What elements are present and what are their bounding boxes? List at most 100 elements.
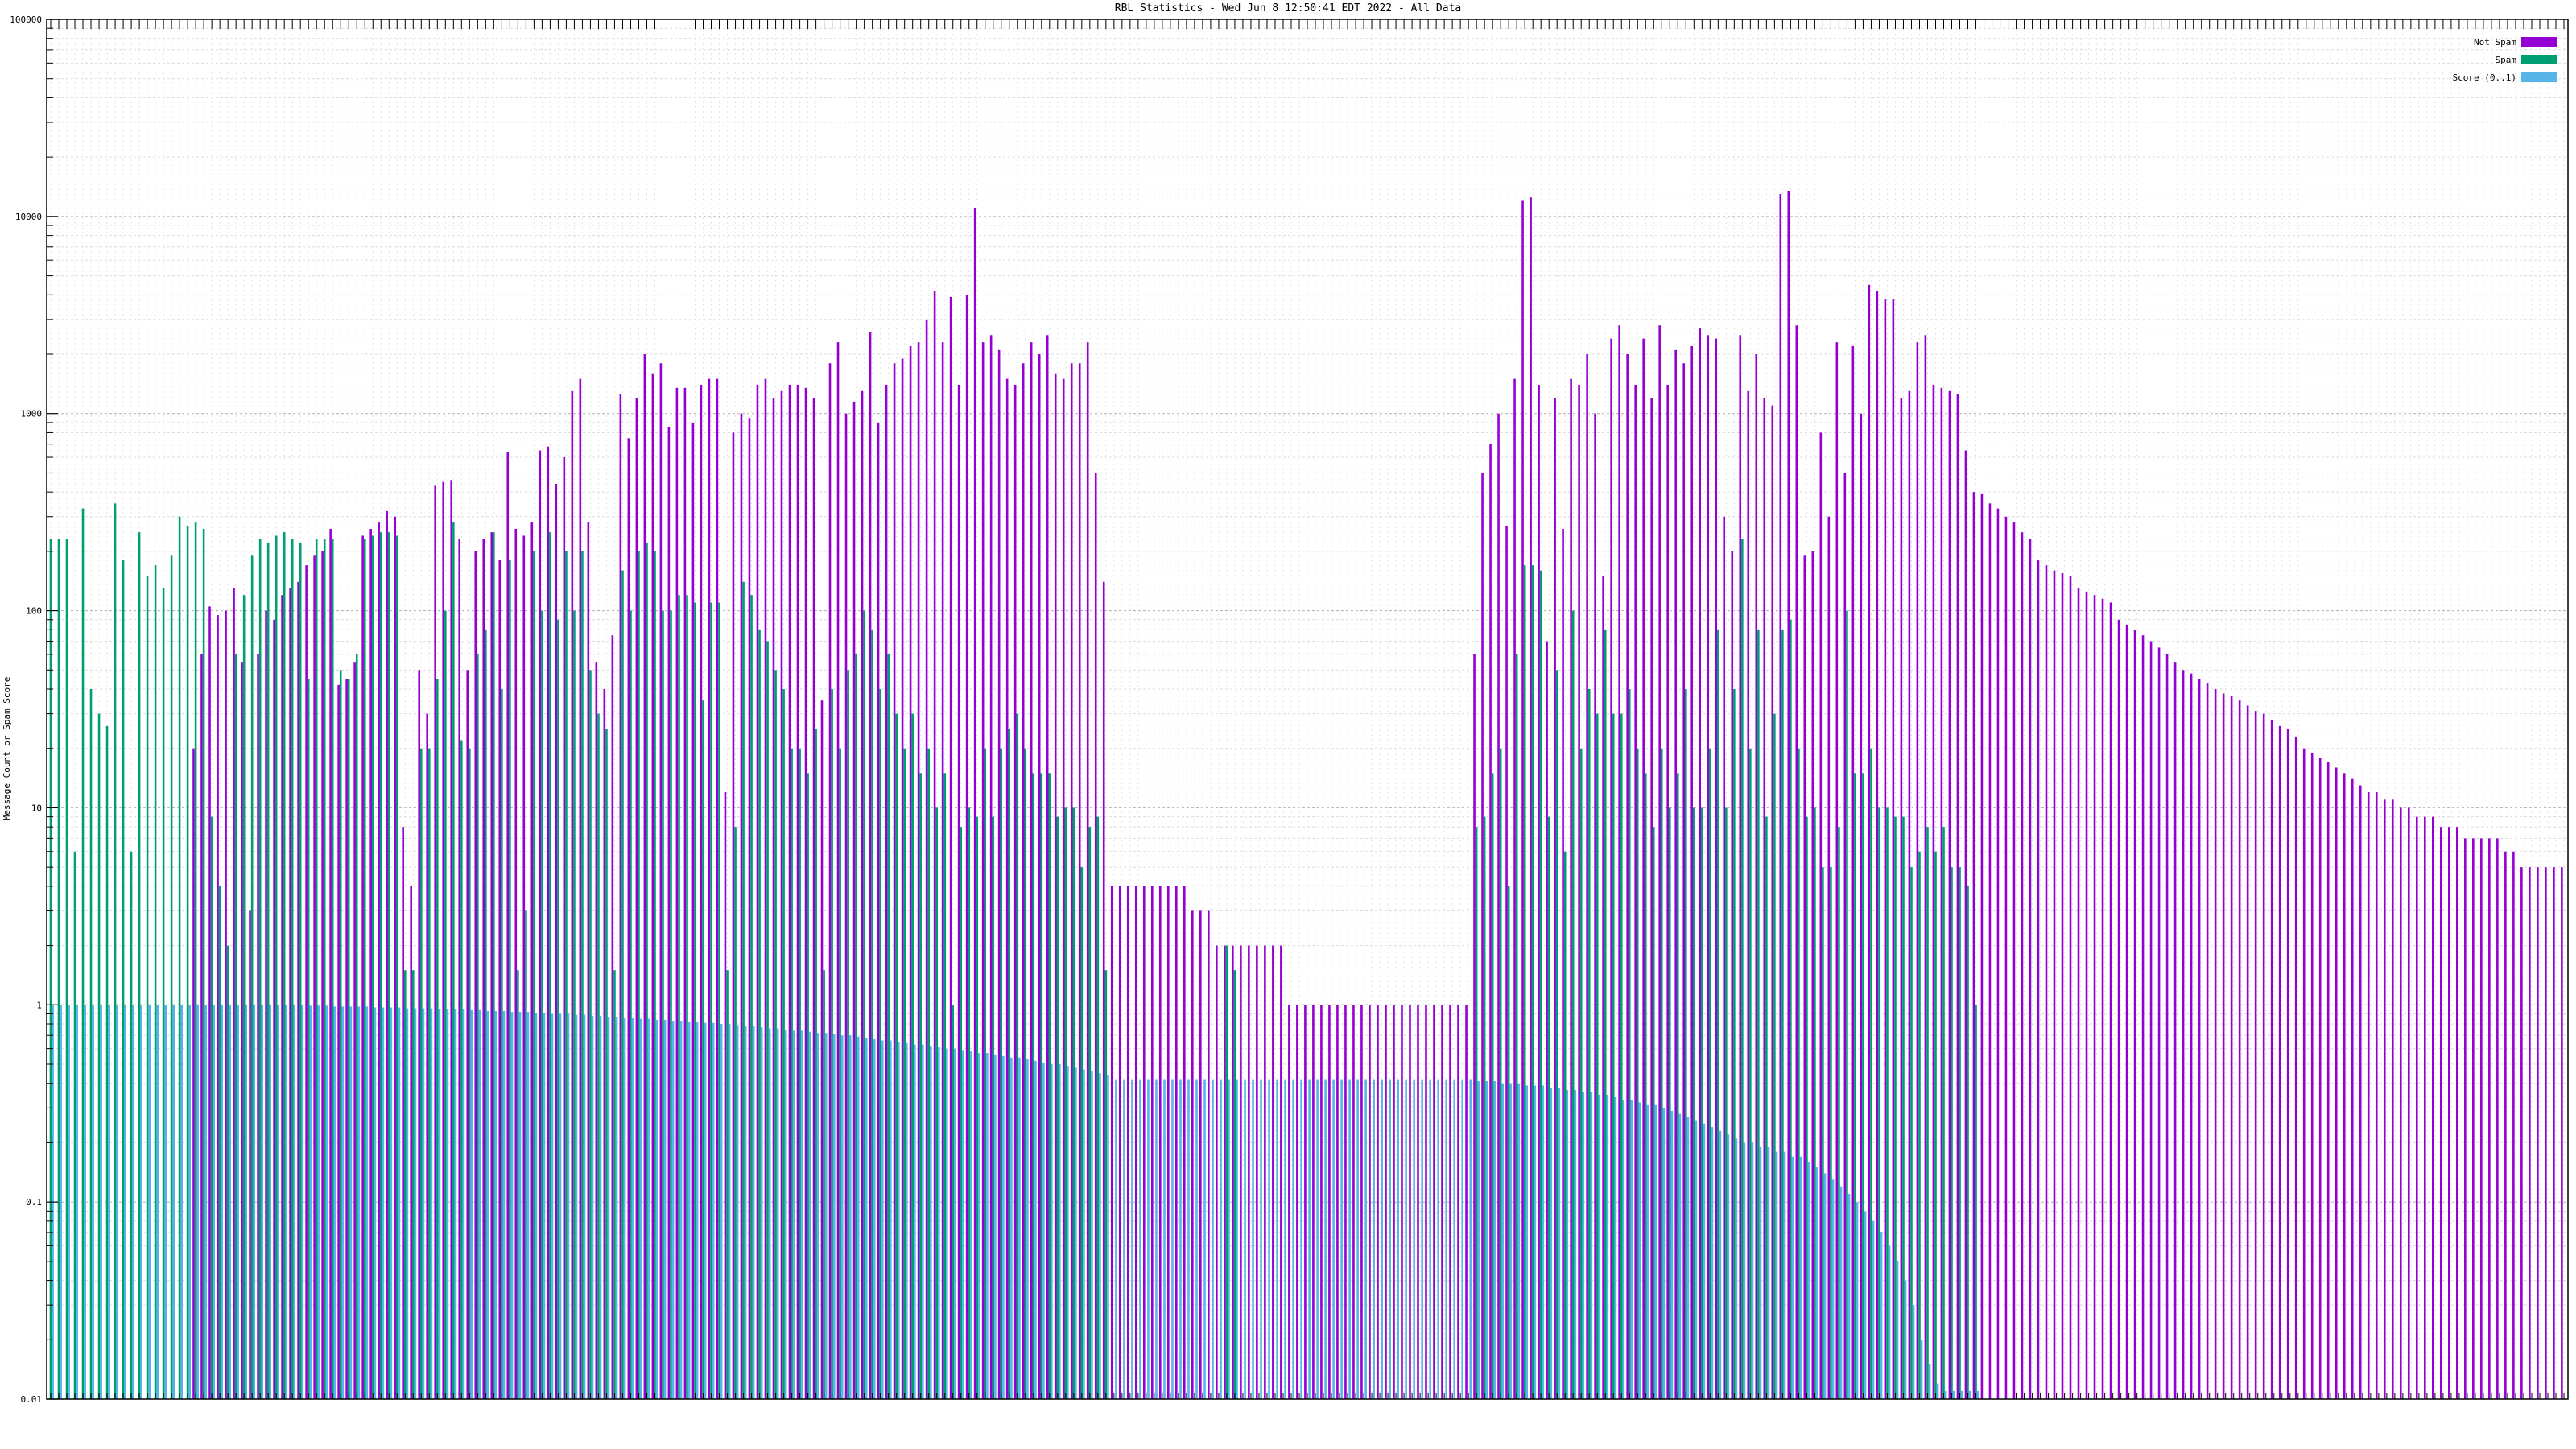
- bar-2-64: [567, 1013, 570, 1399]
- bar-0-85: [732, 432, 735, 1400]
- bar-0-225: [1860, 413, 1863, 1400]
- bar-1-35: [331, 539, 334, 1399]
- bar-2-98: [840, 1035, 844, 1399]
- bar-1-50: [452, 522, 455, 1399]
- bar-1-202: [1676, 773, 1679, 1399]
- bar-1-231: [1910, 867, 1913, 1399]
- bar-0-41: [378, 522, 380, 1399]
- bar-0-75: [651, 373, 654, 1400]
- bar-2-100: [857, 1036, 860, 1399]
- bar-1-205: [1701, 807, 1703, 1399]
- bar-0-202: [1674, 349, 1677, 1399]
- bar-2-148: [1244, 1079, 1246, 1399]
- bar-0-159: [1328, 1005, 1331, 1399]
- bar-0-66: [579, 378, 582, 1400]
- bar-1-46: [420, 748, 423, 1399]
- bar-2-173: [1445, 1079, 1448, 1399]
- bar-2-85: [736, 1025, 739, 1399]
- bar-2-114: [970, 1051, 972, 1399]
- bar-2-54: [486, 1011, 489, 1399]
- bar-2-188: [1566, 1090, 1569, 1399]
- bar-0-189: [1570, 378, 1572, 1400]
- bar-0-132: [1110, 886, 1113, 1399]
- bar-2-184: [1534, 1085, 1537, 1399]
- bar-0-84: [724, 792, 727, 1399]
- bar-1-180: [1499, 748, 1502, 1399]
- bar-0-51: [458, 539, 461, 1399]
- bar-2-142: [1195, 1079, 1198, 1399]
- bar-1-61: [541, 610, 543, 1399]
- bar-2-233: [1928, 1364, 1931, 1399]
- bar-1-197: [1636, 748, 1639, 1399]
- bar-2-27: [269, 1005, 272, 1399]
- bar-2-6: [100, 1005, 102, 1399]
- bar-1-51: [460, 740, 463, 1399]
- bar-0-205: [1699, 328, 1702, 1400]
- bar-2-65: [575, 1014, 578, 1399]
- bar-1-0: [49, 539, 52, 1399]
- bar-0-63: [555, 484, 558, 1399]
- bar-0-165: [1377, 1005, 1379, 1399]
- bar-0-109: [925, 319, 928, 1399]
- bar-2-13: [156, 1005, 159, 1399]
- bar-1-48: [436, 679, 439, 1399]
- bar-1-32: [307, 679, 310, 1399]
- bar-2-47: [430, 1008, 433, 1399]
- bar-1-4: [81, 508, 85, 1399]
- bar-0-25: [249, 910, 251, 1399]
- bar-1-89: [766, 641, 769, 1399]
- bar-1-212: [1757, 630, 1760, 1399]
- bar-2-122: [1034, 1060, 1037, 1399]
- bar-0-143: [1199, 910, 1202, 1399]
- bar-0-139: [1166, 886, 1170, 1399]
- bar-0-163: [1360, 1005, 1363, 1399]
- bar-0-103: [877, 422, 880, 1400]
- bar-0-42: [386, 510, 388, 1399]
- bar-1-117: [992, 816, 995, 1399]
- bar-0-59: [522, 535, 526, 1399]
- bar-1-17: [186, 525, 189, 1400]
- bar-2-178: [1485, 1081, 1488, 1399]
- bar-2-212: [1759, 1146, 1762, 1399]
- bar-1-228: [1886, 807, 1889, 1399]
- bar-0-243: [2004, 516, 2008, 1399]
- bar-2-138: [1163, 1079, 1166, 1399]
- bar-0-298: [2448, 827, 2450, 1399]
- bar-0-115: [973, 208, 976, 1400]
- bar-2-75: [655, 1019, 658, 1399]
- bar-2-60: [535, 1013, 538, 1399]
- bar-2-209: [1735, 1138, 1738, 1399]
- bar-2-123: [1042, 1062, 1045, 1399]
- bar-2-222: [1839, 1186, 1843, 1399]
- bar-0-21: [217, 615, 219, 1399]
- bar-0-222: [1835, 342, 1839, 1399]
- bar-0-237: [1956, 394, 1959, 1399]
- bar-1-98: [839, 748, 841, 1399]
- bar-0-261: [2149, 641, 2153, 1399]
- bar-1-203: [1685, 689, 1687, 1399]
- bar-0-38: [353, 662, 356, 1399]
- bar-1-236: [1951, 867, 1953, 1399]
- bar-1-53: [477, 654, 479, 1399]
- bar-0-214: [1771, 405, 1774, 1400]
- bar-0-117: [989, 335, 993, 1399]
- bar-1-27: [266, 543, 270, 1399]
- bar-0-279: [2294, 736, 2297, 1399]
- bar-2-227: [1880, 1232, 1883, 1399]
- bar-1-14: [162, 588, 165, 1399]
- bar-2-210: [1743, 1142, 1746, 1399]
- bar-0-270: [2222, 693, 2225, 1399]
- bar-2-29: [285, 1005, 288, 1399]
- bar-1-201: [1668, 807, 1671, 1399]
- bar-0-107: [909, 345, 912, 1399]
- bar-0-174: [1449, 1005, 1451, 1399]
- bar-1-192: [1596, 713, 1599, 1399]
- bar-1-191: [1587, 689, 1591, 1399]
- bar-1-102: [871, 630, 873, 1399]
- bar-0-136: [1142, 886, 1146, 1399]
- bar-0-177: [1473, 654, 1476, 1399]
- bar-0-210: [1739, 335, 1742, 1399]
- bar-0-195: [1618, 325, 1620, 1400]
- bar-1-86: [742, 581, 745, 1399]
- bar-2-235: [1944, 1390, 1947, 1399]
